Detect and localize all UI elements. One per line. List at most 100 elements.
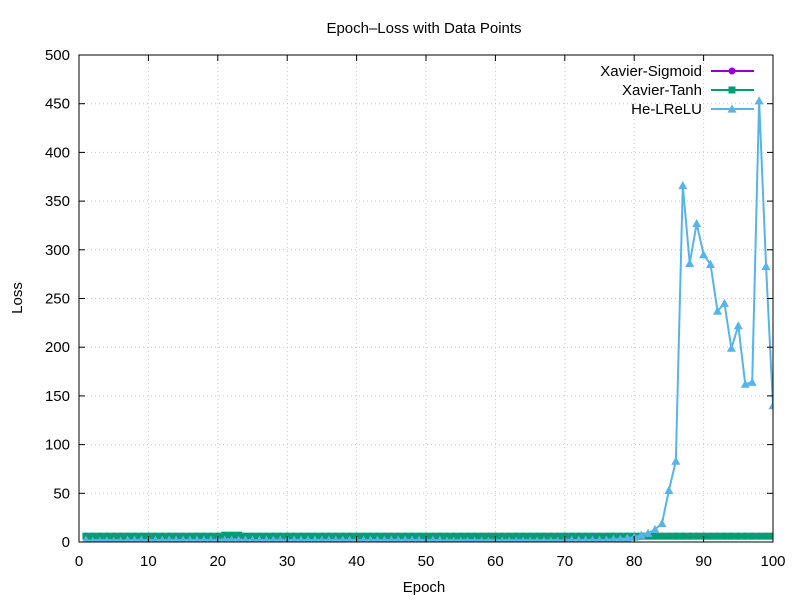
data-point bbox=[130, 535, 139, 542]
y-tick-label: 50 bbox=[53, 485, 70, 502]
data-point bbox=[706, 259, 716, 269]
data-point bbox=[96, 536, 103, 542]
data-point bbox=[221, 531, 229, 539]
y-tick-label: 250 bbox=[45, 291, 70, 308]
data-point bbox=[575, 535, 583, 542]
x-tick-label: 60 bbox=[487, 553, 504, 570]
data-point bbox=[547, 532, 555, 540]
data-point bbox=[429, 535, 437, 542]
data-point bbox=[484, 532, 492, 540]
x-tick-label: 100 bbox=[760, 553, 785, 570]
legend-swatch-marker bbox=[728, 86, 736, 94]
data-point bbox=[471, 536, 478, 542]
data-point bbox=[513, 536, 520, 542]
data-point bbox=[297, 535, 305, 542]
legend-item: Xavier-Sigmoid bbox=[600, 63, 754, 80]
data-point bbox=[609, 534, 618, 542]
data-point bbox=[82, 535, 90, 542]
legend-item: He-LReLU bbox=[631, 101, 754, 118]
data-point bbox=[366, 535, 375, 542]
axis-ticks: 0 10 20 30 40 50 60 70 80 90 100 0 50 100 150 200 250 300… bbox=[45, 47, 786, 570]
data-point bbox=[499, 536, 506, 542]
data-point bbox=[602, 535, 611, 542]
data-point bbox=[651, 532, 659, 540]
data-point bbox=[664, 485, 674, 494]
data-point bbox=[158, 535, 166, 542]
series-xavier-tanh bbox=[82, 531, 773, 540]
data-point bbox=[394, 535, 402, 542]
data-point bbox=[748, 532, 756, 540]
data-point bbox=[547, 536, 554, 542]
data-point bbox=[582, 535, 590, 542]
data-point bbox=[408, 535, 416, 542]
data-point bbox=[554, 532, 562, 540]
data-point bbox=[380, 535, 388, 542]
legend-swatch-marker bbox=[728, 67, 736, 75]
data-point bbox=[658, 532, 666, 540]
data-point bbox=[720, 532, 728, 540]
data-point bbox=[103, 536, 110, 542]
y-tick-label: 450 bbox=[45, 96, 70, 113]
data-point bbox=[554, 536, 561, 542]
x-tick-label: 0 bbox=[75, 553, 83, 570]
data-point bbox=[179, 535, 187, 542]
data-point bbox=[568, 535, 576, 542]
data-point bbox=[262, 535, 270, 542]
data-point bbox=[643, 528, 653, 537]
data-point bbox=[595, 535, 604, 542]
data-point bbox=[117, 532, 125, 540]
data-point bbox=[318, 535, 326, 542]
data-point bbox=[443, 532, 451, 540]
legend: Xavier-Sigmoid Xavier-Tanh He-LReLU bbox=[600, 63, 754, 118]
data-point bbox=[248, 535, 257, 542]
data-point bbox=[520, 536, 527, 542]
data-point bbox=[692, 219, 702, 228]
data-point bbox=[387, 535, 395, 542]
data-point bbox=[332, 535, 340, 542]
data-point bbox=[89, 536, 96, 542]
data-point bbox=[89, 532, 97, 540]
data-point bbox=[740, 379, 750, 388]
data-point bbox=[527, 536, 534, 542]
data-point bbox=[478, 536, 485, 542]
data-point bbox=[311, 535, 319, 542]
data-point bbox=[235, 535, 243, 542]
data-point bbox=[241, 535, 250, 542]
data-point bbox=[693, 532, 701, 540]
data-point bbox=[699, 250, 709, 259]
data-point bbox=[754, 96, 764, 105]
data-point bbox=[505, 532, 513, 540]
data-point bbox=[186, 535, 194, 542]
data-point bbox=[228, 535, 236, 542]
x-axis-title: Epoch bbox=[403, 579, 446, 596]
data-point bbox=[657, 518, 667, 528]
data-point bbox=[726, 343, 736, 352]
x-tick-label: 40 bbox=[348, 553, 365, 570]
y-tick-label: 0 bbox=[62, 534, 70, 551]
data-point bbox=[540, 532, 548, 540]
data-point bbox=[665, 532, 673, 540]
data-point bbox=[228, 531, 236, 539]
legend-label: Xavier-Tanh bbox=[622, 82, 702, 99]
data-point bbox=[221, 535, 229, 542]
data-point bbox=[110, 536, 117, 542]
data-point bbox=[533, 532, 541, 540]
data-point bbox=[588, 535, 597, 542]
data-point bbox=[165, 535, 173, 542]
data-point bbox=[436, 535, 444, 542]
data-point bbox=[768, 401, 773, 410]
data-point bbox=[672, 532, 680, 540]
data-point bbox=[671, 456, 681, 465]
data-point bbox=[339, 535, 347, 542]
data-point bbox=[512, 532, 520, 540]
data-point bbox=[457, 532, 465, 540]
data-point bbox=[734, 532, 742, 540]
data-point bbox=[457, 536, 464, 542]
data-point bbox=[137, 535, 146, 542]
y-tick-label: 500 bbox=[45, 47, 70, 64]
data-point bbox=[117, 536, 124, 542]
data-point bbox=[346, 535, 354, 542]
data-point bbox=[679, 532, 687, 540]
chart-title: Epoch–Loss with Data Points bbox=[326, 20, 521, 37]
data-point bbox=[678, 181, 688, 190]
